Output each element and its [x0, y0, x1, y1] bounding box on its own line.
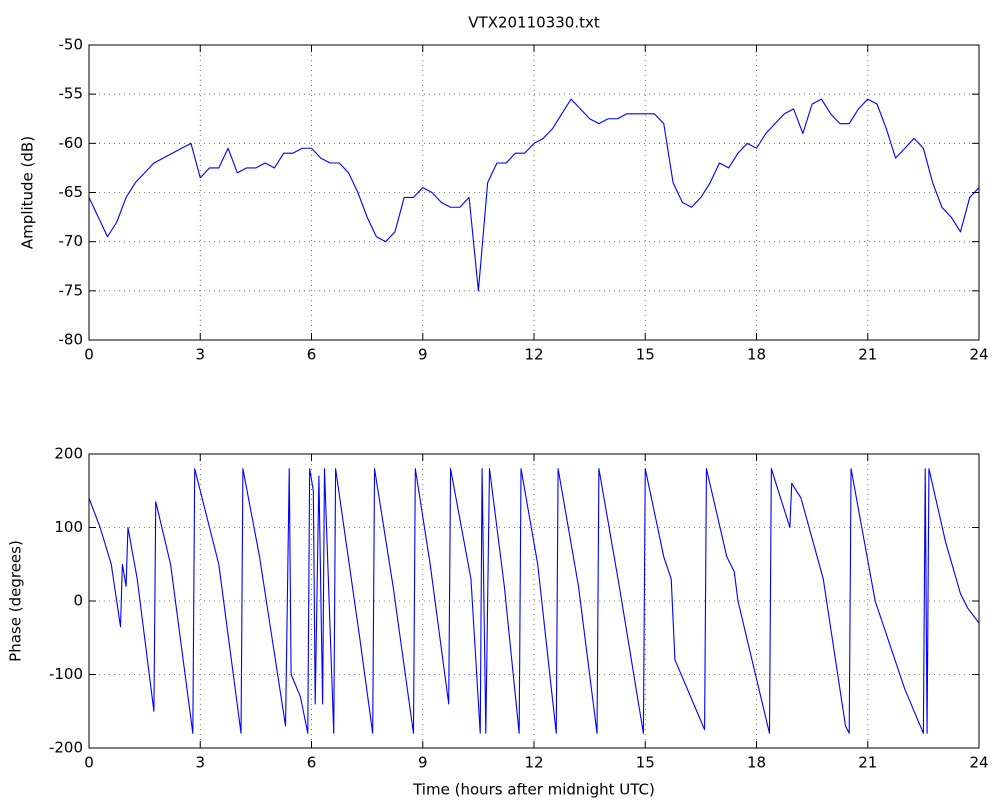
x-tick-label: 0: [84, 754, 94, 772]
x-tick-label: 3: [195, 346, 205, 364]
x-tick-label: 24: [969, 754, 988, 772]
x-tick-label: 24: [969, 346, 988, 364]
x-tick-label: 6: [307, 346, 317, 364]
y-tick-label: 200: [54, 445, 83, 463]
y-tick-label: -70: [59, 232, 84, 250]
axes-frame: [88, 453, 980, 749]
x-tick-label: 21: [858, 346, 877, 364]
y-axis-label: Phase (degrees): [7, 540, 25, 662]
data-line: [88, 468, 980, 734]
chart-title: VTX20110330.txt: [468, 14, 600, 32]
data-line: [88, 98, 980, 292]
y-axis-label: Amplitude (dB): [19, 136, 37, 249]
x-tick-label: 9: [418, 346, 428, 364]
y-tick-label: -65: [59, 183, 84, 201]
x-tick-label: 18: [747, 346, 766, 364]
x-tick-label: 12: [524, 754, 543, 772]
y-tick-label: -60: [59, 134, 84, 152]
y-tick-label: -80: [59, 331, 84, 349]
x-tick-label: 3: [195, 754, 205, 772]
y-tick-label: -75: [59, 281, 84, 299]
x-tick-label: 9: [418, 754, 428, 772]
x-tick-label: 21: [858, 754, 877, 772]
y-tick-label: 100: [54, 518, 83, 536]
x-tick-label: 0: [84, 346, 94, 364]
x-tick-label: 6: [307, 754, 317, 772]
x-tick-label: 18: [747, 754, 766, 772]
axes-frame: [88, 44, 980, 341]
y-tick-label: -55: [59, 85, 84, 103]
x-tick-label: 15: [636, 346, 655, 364]
x-axis-label: Time (hours after midnight UTC): [412, 781, 655, 799]
y-tick-label: 0: [73, 592, 83, 610]
x-tick-label: 12: [524, 346, 543, 364]
y-tick-label: -100: [49, 665, 83, 683]
y-tick-label: -50: [59, 36, 84, 54]
y-tick-label: -200: [49, 739, 83, 757]
x-tick-label: 15: [636, 754, 655, 772]
